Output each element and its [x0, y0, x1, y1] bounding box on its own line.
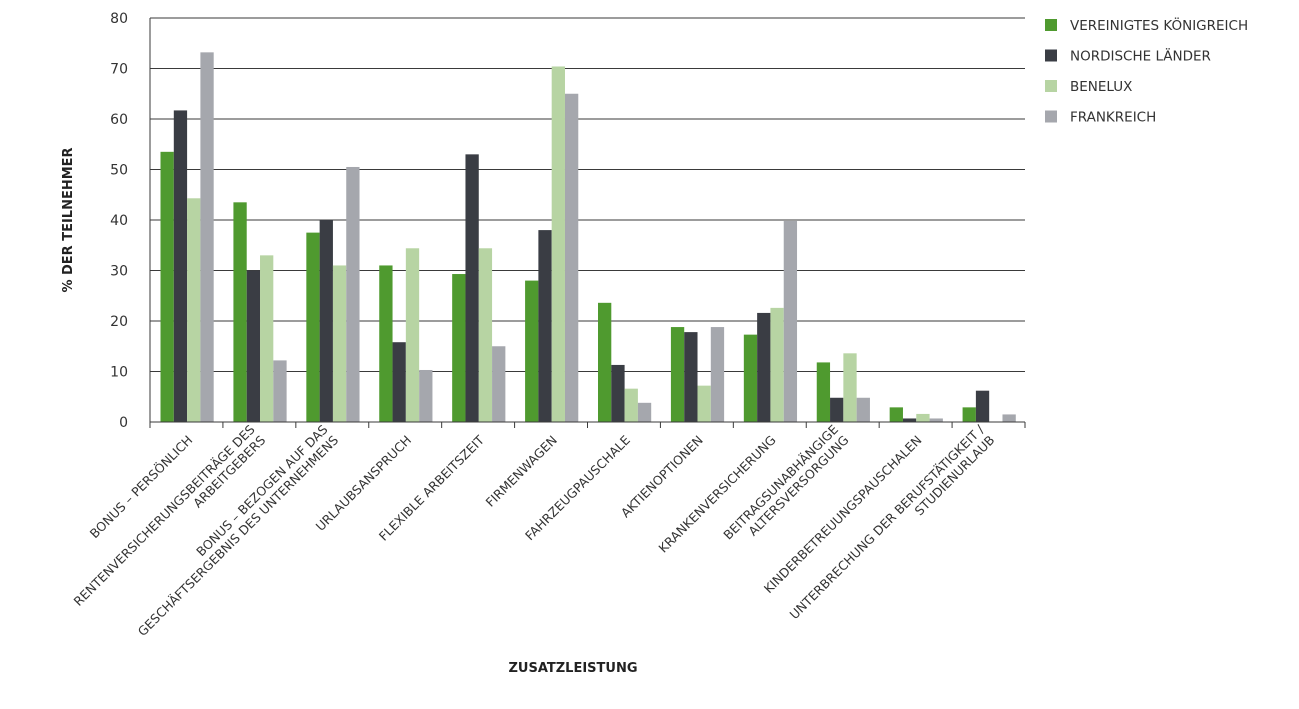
- bar: [711, 327, 724, 422]
- y-tick-label: 40: [110, 213, 128, 229]
- legend-label: NORDISCHE LÄNDER: [1070, 47, 1211, 65]
- bar: [830, 398, 843, 422]
- bar: [419, 370, 432, 422]
- bar: [611, 365, 624, 422]
- x-axis: [150, 422, 1025, 428]
- bar: [698, 386, 711, 422]
- bar: [452, 274, 465, 422]
- y-tick-labels: 0 10 20 30 40 50 60 70 80: [110, 11, 128, 431]
- bar: [744, 335, 757, 422]
- legend-swatch: [1045, 111, 1057, 123]
- bar: [684, 332, 697, 422]
- x-tick-label: FIRMENWAGEN: [483, 432, 560, 509]
- x-tick-labels: BONUS – PERSÖNLICHRENTENVERSICHERUNGSBEI…: [71, 421, 999, 639]
- bar: [479, 248, 492, 422]
- bar: [273, 360, 286, 422]
- bar: [976, 391, 989, 422]
- bar: [1002, 414, 1015, 422]
- bar: [890, 407, 903, 422]
- bar: [393, 342, 406, 422]
- y-tick-label: 60: [110, 112, 128, 128]
- y-tick-label: 30: [110, 264, 128, 280]
- bar: [963, 407, 976, 422]
- bar: [379, 265, 392, 422]
- y-axis-title: % DER TEILNEHMER: [61, 147, 76, 292]
- bar: [260, 255, 273, 422]
- bar: [465, 154, 478, 422]
- bar: [187, 198, 200, 422]
- y-tick-label: 20: [110, 314, 128, 330]
- bar: [174, 110, 187, 422]
- bar: [857, 398, 870, 422]
- bar: [161, 152, 174, 422]
- legend-swatch: [1045, 80, 1057, 92]
- y-tick-label: 50: [110, 163, 128, 179]
- bar: [538, 230, 551, 422]
- bar: [770, 308, 783, 422]
- bar: [757, 313, 770, 422]
- bar: [843, 353, 856, 422]
- bar: [598, 303, 611, 422]
- legend-label: FRANKREICH: [1070, 110, 1156, 126]
- x-axis-title: ZUSATZLEISTUNG: [508, 661, 637, 676]
- bar: [306, 233, 319, 422]
- bar: [247, 271, 260, 423]
- y-tick-label: 10: [110, 365, 128, 381]
- bar: [817, 362, 830, 422]
- legend-label: BENELUX: [1070, 79, 1132, 95]
- legend-swatch: [1045, 50, 1057, 62]
- bar: [903, 418, 916, 422]
- bar: [346, 167, 359, 422]
- bar: [492, 346, 505, 422]
- y-tick-label: 0: [119, 415, 128, 431]
- bar: [916, 414, 929, 422]
- bar: [233, 202, 246, 422]
- y-tick-label: 80: [110, 11, 128, 27]
- bar: [625, 389, 638, 422]
- legend-label: VEREINIGTES KÖNIGREICH: [1070, 16, 1248, 34]
- bar: [552, 66, 565, 422]
- bar: [200, 52, 213, 422]
- bar: [671, 327, 684, 422]
- x-tick-label-line: BONUS – PERSÖNLICH: [86, 432, 196, 542]
- bar: [784, 221, 797, 422]
- legend-swatch: [1045, 19, 1057, 31]
- y-tick-label: 70: [110, 62, 128, 78]
- bar: [406, 248, 419, 422]
- x-tick-label-line: FIRMENWAGEN: [483, 432, 560, 509]
- legend: VEREINIGTES KÖNIGREICH NORDISCHE LÄNDER BE…: [1045, 16, 1248, 126]
- bar: [565, 94, 578, 422]
- bar: [525, 281, 538, 422]
- bars: [161, 52, 1016, 422]
- bar: [320, 220, 333, 422]
- bar: [333, 265, 346, 422]
- bar: [930, 418, 943, 422]
- bar: [638, 403, 651, 422]
- x-tick-label: BONUS – PERSÖNLICH: [86, 432, 196, 542]
